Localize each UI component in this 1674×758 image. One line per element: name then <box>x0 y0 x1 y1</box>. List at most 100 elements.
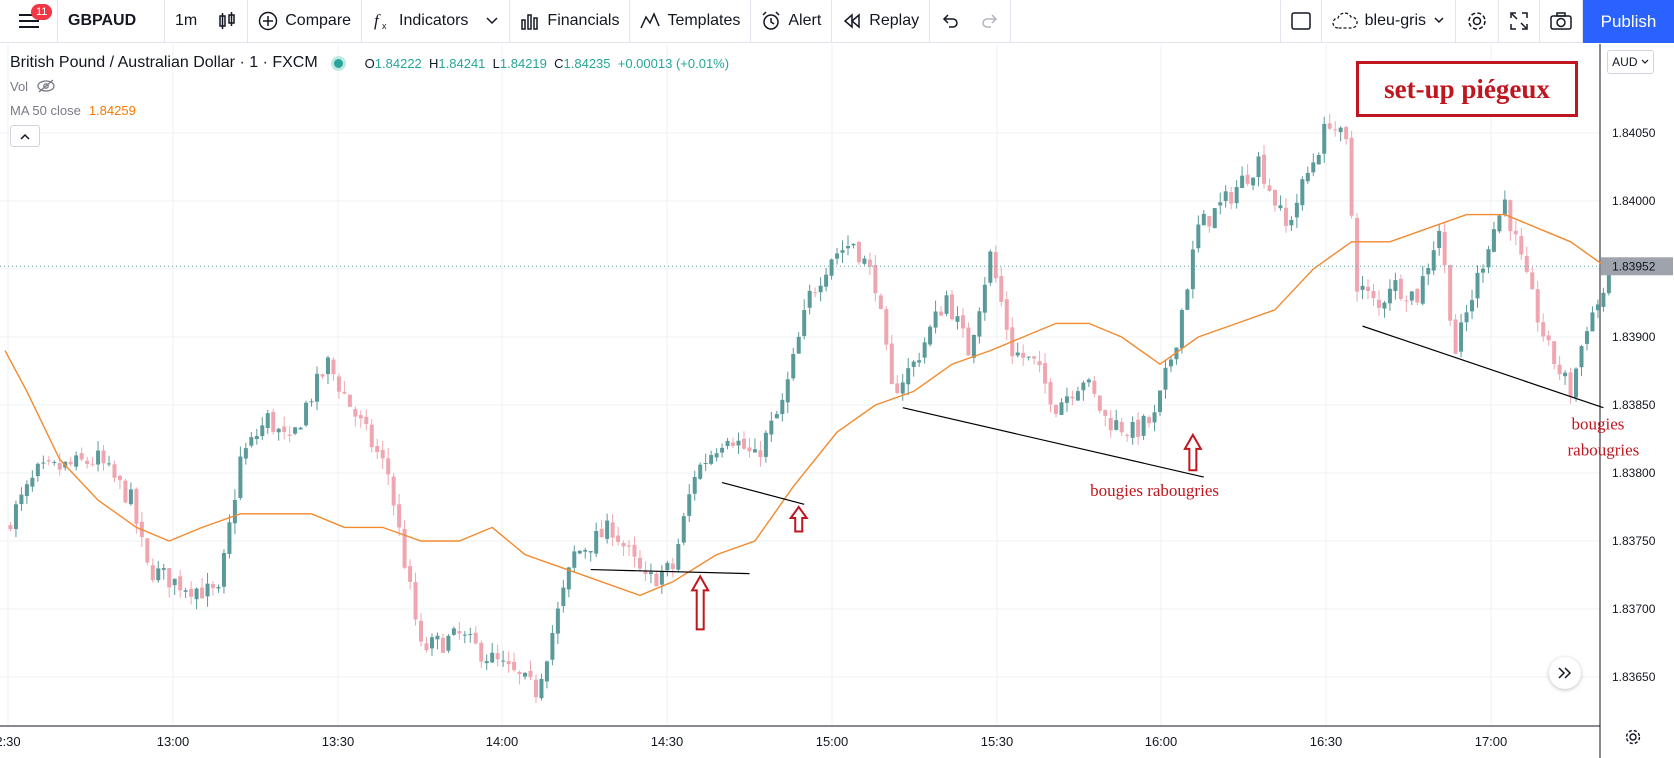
financials-button[interactable]: Financials <box>510 0 631 43</box>
menu-button[interactable]: 11 <box>0 0 58 43</box>
candle-up <box>676 544 681 570</box>
candle-down <box>1267 185 1272 191</box>
templates-button[interactable]: Templates <box>630 0 752 43</box>
candle-up <box>1256 156 1261 178</box>
time-tick-label: 13:00 <box>157 734 190 749</box>
candle-down <box>895 383 900 393</box>
candle-down <box>200 587 205 599</box>
layout-name-button[interactable]: bleu-gris <box>1322 0 1456 43</box>
candle-up <box>1190 249 1195 290</box>
candle-down <box>643 570 648 574</box>
candle-down <box>966 327 971 356</box>
collapse-legend-button[interactable] <box>10 125 40 147</box>
candle-down <box>1048 382 1053 405</box>
chart-title-annotation: set-up piégeux <box>1356 61 1578 117</box>
candle-up <box>780 399 785 415</box>
chart-type-button[interactable] <box>207 0 249 43</box>
eye-hidden-icon[interactable] <box>36 79 56 93</box>
candle-up <box>265 413 270 428</box>
candle-down <box>1508 200 1513 232</box>
time-tick-label: 2:30 <box>0 734 21 749</box>
currency-select[interactable]: AUD <box>1607 50 1654 74</box>
candle-down <box>960 315 965 329</box>
interval-button[interactable]: 1m <box>175 12 198 29</box>
settings-button[interactable] <box>1456 0 1499 43</box>
candle-up <box>183 590 188 592</box>
plus-circle-icon <box>258 11 278 31</box>
price-tick-label: 1.83700 <box>1612 602 1656 616</box>
scroll-to-realtime-button[interactable] <box>1549 657 1581 689</box>
price-chart[interactable]: 1.840501.840001.839501.839001.838501.838… <box>0 44 1674 758</box>
symbol-search-button[interactable]: GBPAUD <box>58 0 165 43</box>
candle-down <box>999 276 1004 302</box>
candle-down <box>950 294 955 320</box>
snapshot-button[interactable] <box>1540 0 1583 43</box>
candle-up <box>194 588 199 600</box>
candle-down <box>731 442 736 446</box>
candle-up <box>24 484 29 497</box>
time-tick-label: 16:00 <box>1145 734 1178 749</box>
candle-up <box>588 551 593 553</box>
redo-button[interactable] <box>970 0 1012 43</box>
candle-up <box>1234 187 1239 204</box>
candle-down <box>1513 230 1518 235</box>
candle-down <box>101 450 106 464</box>
undo-button[interactable] <box>930 0 970 43</box>
candle-up <box>1420 276 1425 304</box>
candle-down <box>1371 290 1376 299</box>
ohlc-values: O1.84222 H1.84241 L1.84219 C1.84235 +0.0… <box>364 55 730 71</box>
candle-down <box>479 642 484 662</box>
candle-down <box>1398 278 1403 299</box>
candle-up <box>1196 224 1201 249</box>
candle-up <box>1294 202 1299 218</box>
layout-toggle-button[interactable] <box>1279 0 1322 43</box>
candle-up <box>1563 372 1568 377</box>
candle-up <box>249 437 254 446</box>
candle-up <box>128 489 133 505</box>
templates-icon <box>640 12 661 29</box>
candle-down <box>1037 361 1042 366</box>
candle-down <box>1097 395 1102 411</box>
ma-value: 1.84259 <box>88 102 136 118</box>
trendline <box>590 568 750 575</box>
candle-up <box>763 432 768 457</box>
candle-up <box>687 494 692 516</box>
candle-down <box>397 504 402 528</box>
candle-down <box>1054 404 1059 414</box>
candle-down <box>271 411 276 432</box>
candle-down <box>440 637 445 653</box>
candle-up <box>1081 382 1086 391</box>
alert-button[interactable]: Alert <box>751 0 833 43</box>
candle-down <box>178 576 183 591</box>
candle-up <box>1595 304 1600 311</box>
candle-down <box>1541 322 1546 337</box>
publish-button[interactable]: Publish <box>1583 0 1674 43</box>
replay-button[interactable]: Replay <box>832 0 931 43</box>
candle-up <box>1201 213 1206 226</box>
candle-up <box>648 572 653 575</box>
candle-up <box>550 633 555 660</box>
ma-legend: MA 50 close 1.84259 <box>10 98 729 122</box>
candle-up <box>1497 215 1502 232</box>
scale-settings-button[interactable] <box>1624 728 1642 751</box>
candle-up <box>829 259 834 276</box>
candle-up <box>1026 356 1031 358</box>
candle-up <box>325 357 330 375</box>
candle-down <box>654 573 659 587</box>
candle-down <box>79 453 84 460</box>
candle-up <box>276 428 281 433</box>
fullscreen-button[interactable] <box>1499 0 1540 43</box>
candle-up <box>1470 300 1475 312</box>
candle-up <box>1590 312 1595 332</box>
volume-legend: Vol <box>10 74 729 98</box>
candle-up <box>462 634 467 636</box>
candle-up <box>807 290 812 308</box>
candle-up <box>605 520 610 539</box>
candle-up <box>1152 412 1157 423</box>
chevron-down-icon <box>1434 17 1444 24</box>
compare-button[interactable]: Compare <box>248 0 363 43</box>
candle-down <box>1415 288 1420 303</box>
candle-down <box>741 438 746 449</box>
layout-name-label: bleu-gris <box>1364 12 1426 29</box>
